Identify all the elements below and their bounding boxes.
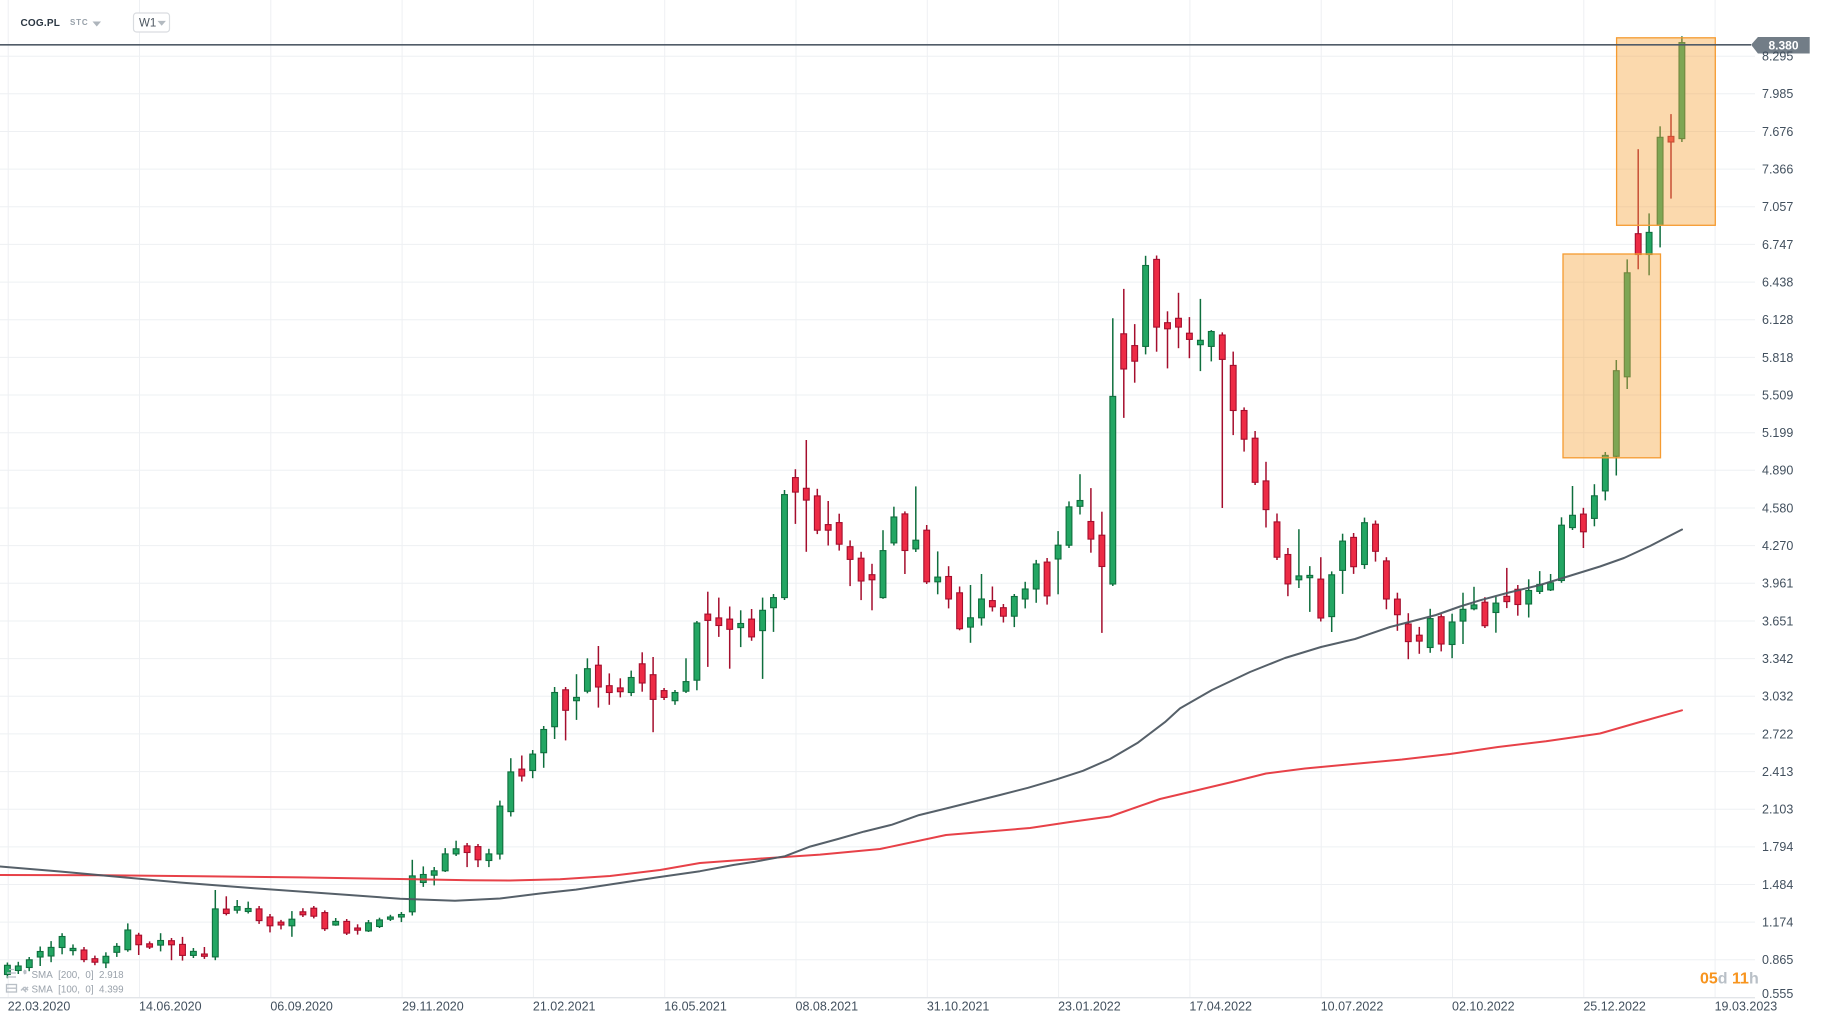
svg-text:16.05.2021: 16.05.2021	[664, 1000, 727, 1014]
svg-text:23.01.2022: 23.01.2022	[1058, 1000, 1121, 1014]
svg-text:5.199: 5.199	[1762, 426, 1793, 440]
svg-text:08.08.2021: 08.08.2021	[796, 1000, 859, 1014]
svg-text:8.380: 8.380	[1768, 39, 1798, 53]
svg-text:STC: STC	[70, 18, 88, 27]
svg-text:21.02.2021: 21.02.2021	[533, 1000, 596, 1014]
svg-text:4.580: 4.580	[1762, 501, 1793, 515]
svg-text:SMA [200, 0] 2.918: SMA [200, 0] 2.918	[32, 970, 125, 981]
svg-text:7.985: 7.985	[1762, 87, 1793, 101]
svg-text:7.057: 7.057	[1762, 200, 1793, 214]
svg-text:02.10.2022: 02.10.2022	[1452, 1000, 1515, 1014]
svg-text:2.103: 2.103	[1762, 803, 1793, 817]
svg-text:3.961: 3.961	[1762, 577, 1793, 591]
svg-text:17.04.2022: 17.04.2022	[1189, 1000, 1252, 1014]
svg-text:22.03.2020: 22.03.2020	[8, 1000, 71, 1014]
svg-text:1.484: 1.484	[1762, 878, 1793, 892]
svg-text:8.295: 8.295	[1762, 50, 1793, 64]
svg-text:3.342: 3.342	[1762, 652, 1793, 666]
svg-text:COG.PL: COG.PL	[21, 18, 61, 29]
svg-text:10.07.2022: 10.07.2022	[1321, 1000, 1384, 1014]
svg-text:SMA [100, 0] 4.399: SMA [100, 0] 4.399	[32, 985, 124, 996]
svg-text:05d 11h: 05d 11h	[1700, 971, 1759, 988]
svg-text:5.818: 5.818	[1762, 351, 1793, 365]
svg-text:29.11.2020: 29.11.2020	[402, 1000, 464, 1014]
svg-text:2.413: 2.413	[1762, 765, 1793, 779]
svg-text:3.032: 3.032	[1762, 690, 1793, 704]
svg-text:4.890: 4.890	[1762, 464, 1793, 478]
svg-text:1.174: 1.174	[1762, 916, 1793, 930]
svg-text:2.722: 2.722	[1762, 727, 1793, 741]
svg-text:25.12.2022: 25.12.2022	[1583, 1000, 1646, 1014]
svg-text:6.747: 6.747	[1762, 238, 1793, 252]
svg-text:W1: W1	[139, 18, 156, 30]
svg-text:1.794: 1.794	[1762, 840, 1793, 854]
svg-text:6.438: 6.438	[1762, 276, 1793, 290]
svg-text:19.03.2023: 19.03.2023	[1715, 1000, 1778, 1014]
svg-text:4.270: 4.270	[1762, 539, 1793, 553]
svg-text:31.10.2021: 31.10.2021	[927, 1000, 990, 1014]
svg-text:0.555: 0.555	[1762, 987, 1793, 1001]
svg-text:14.06.2020: 14.06.2020	[139, 1000, 202, 1014]
svg-text:6.128: 6.128	[1762, 313, 1793, 327]
svg-text:7.366: 7.366	[1762, 163, 1793, 177]
svg-text:3.651: 3.651	[1762, 614, 1793, 628]
svg-text:7.676: 7.676	[1762, 125, 1793, 139]
svg-text:0.865: 0.865	[1762, 953, 1793, 967]
svg-text:5.509: 5.509	[1762, 388, 1793, 402]
svg-text:06.09.2020: 06.09.2020	[270, 1000, 333, 1014]
